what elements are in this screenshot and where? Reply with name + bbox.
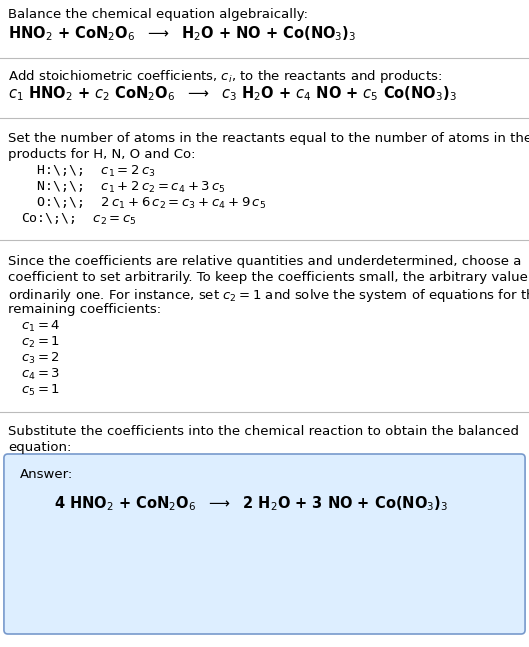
- Text: coefficient to set arbitrarily. To keep the coefficients small, the arbitrary va: coefficient to set arbitrarily. To keep …: [8, 271, 529, 284]
- Text: remaining coefficients:: remaining coefficients:: [8, 303, 161, 316]
- Text: HNO$_2$ + CoN$_2$O$_6$  $\longrightarrow$  H$_2$O + NO + Co(NO$_3$)$_3$: HNO$_2$ + CoN$_2$O$_6$ $\longrightarrow$…: [8, 24, 356, 43]
- Text: equation:: equation:: [8, 441, 71, 454]
- Text: Balance the chemical equation algebraically:: Balance the chemical equation algebraica…: [8, 8, 308, 21]
- Text: $c_1$ HNO$_2$ + $c_2$ CoN$_2$O$_6$  $\longrightarrow$  $c_3$ H$_2$O + $c_4$ NO +: $c_1$ HNO$_2$ + $c_2$ CoN$_2$O$_6$ $\lon…: [8, 84, 457, 103]
- Text: H:\;\;  $c_1 = 2\,c_3$: H:\;\; $c_1 = 2\,c_3$: [21, 164, 156, 179]
- Text: $c_1 = 4$: $c_1 = 4$: [21, 319, 61, 334]
- Text: $c_5 = 1$: $c_5 = 1$: [21, 383, 60, 398]
- Text: Answer:: Answer:: [20, 468, 73, 481]
- Text: products for H, N, O and Co:: products for H, N, O and Co:: [8, 148, 195, 161]
- Text: Add stoichiometric coefficients, $c_i$, to the reactants and products:: Add stoichiometric coefficients, $c_i$, …: [8, 68, 442, 85]
- Text: $c_2 = 1$: $c_2 = 1$: [21, 335, 60, 350]
- Text: $c_3 = 2$: $c_3 = 2$: [21, 351, 60, 366]
- Text: Set the number of atoms in the reactants equal to the number of atoms in the: Set the number of atoms in the reactants…: [8, 132, 529, 145]
- Text: 4 HNO$_2$ + CoN$_2$O$_6$  $\longrightarrow$  2 H$_2$O + 3 NO + Co(NO$_3$)$_3$: 4 HNO$_2$ + CoN$_2$O$_6$ $\longrightarro…: [54, 494, 448, 512]
- Text: $c_4 = 3$: $c_4 = 3$: [21, 367, 60, 382]
- Text: O:\;\;  $2\,c_1 + 6\,c_2 = c_3 + c_4 + 9\,c_5$: O:\;\; $2\,c_1 + 6\,c_2 = c_3 + c_4 + 9\…: [21, 196, 266, 211]
- Text: Substitute the coefficients into the chemical reaction to obtain the balanced: Substitute the coefficients into the che…: [8, 425, 519, 438]
- FancyBboxPatch shape: [4, 454, 525, 634]
- Text: ordinarily one. For instance, set $c_2 = 1$ and solve the system of equations fo: ordinarily one. For instance, set $c_2 =…: [8, 287, 529, 304]
- Text: Co:\;\;  $c_2 = c_5$: Co:\;\; $c_2 = c_5$: [21, 212, 137, 227]
- Text: Since the coefficients are relative quantities and underdetermined, choose a: Since the coefficients are relative quan…: [8, 255, 521, 268]
- Text: N:\;\;  $c_1 + 2\,c_2 = c_4 + 3\,c_5$: N:\;\; $c_1 + 2\,c_2 = c_4 + 3\,c_5$: [21, 180, 226, 195]
